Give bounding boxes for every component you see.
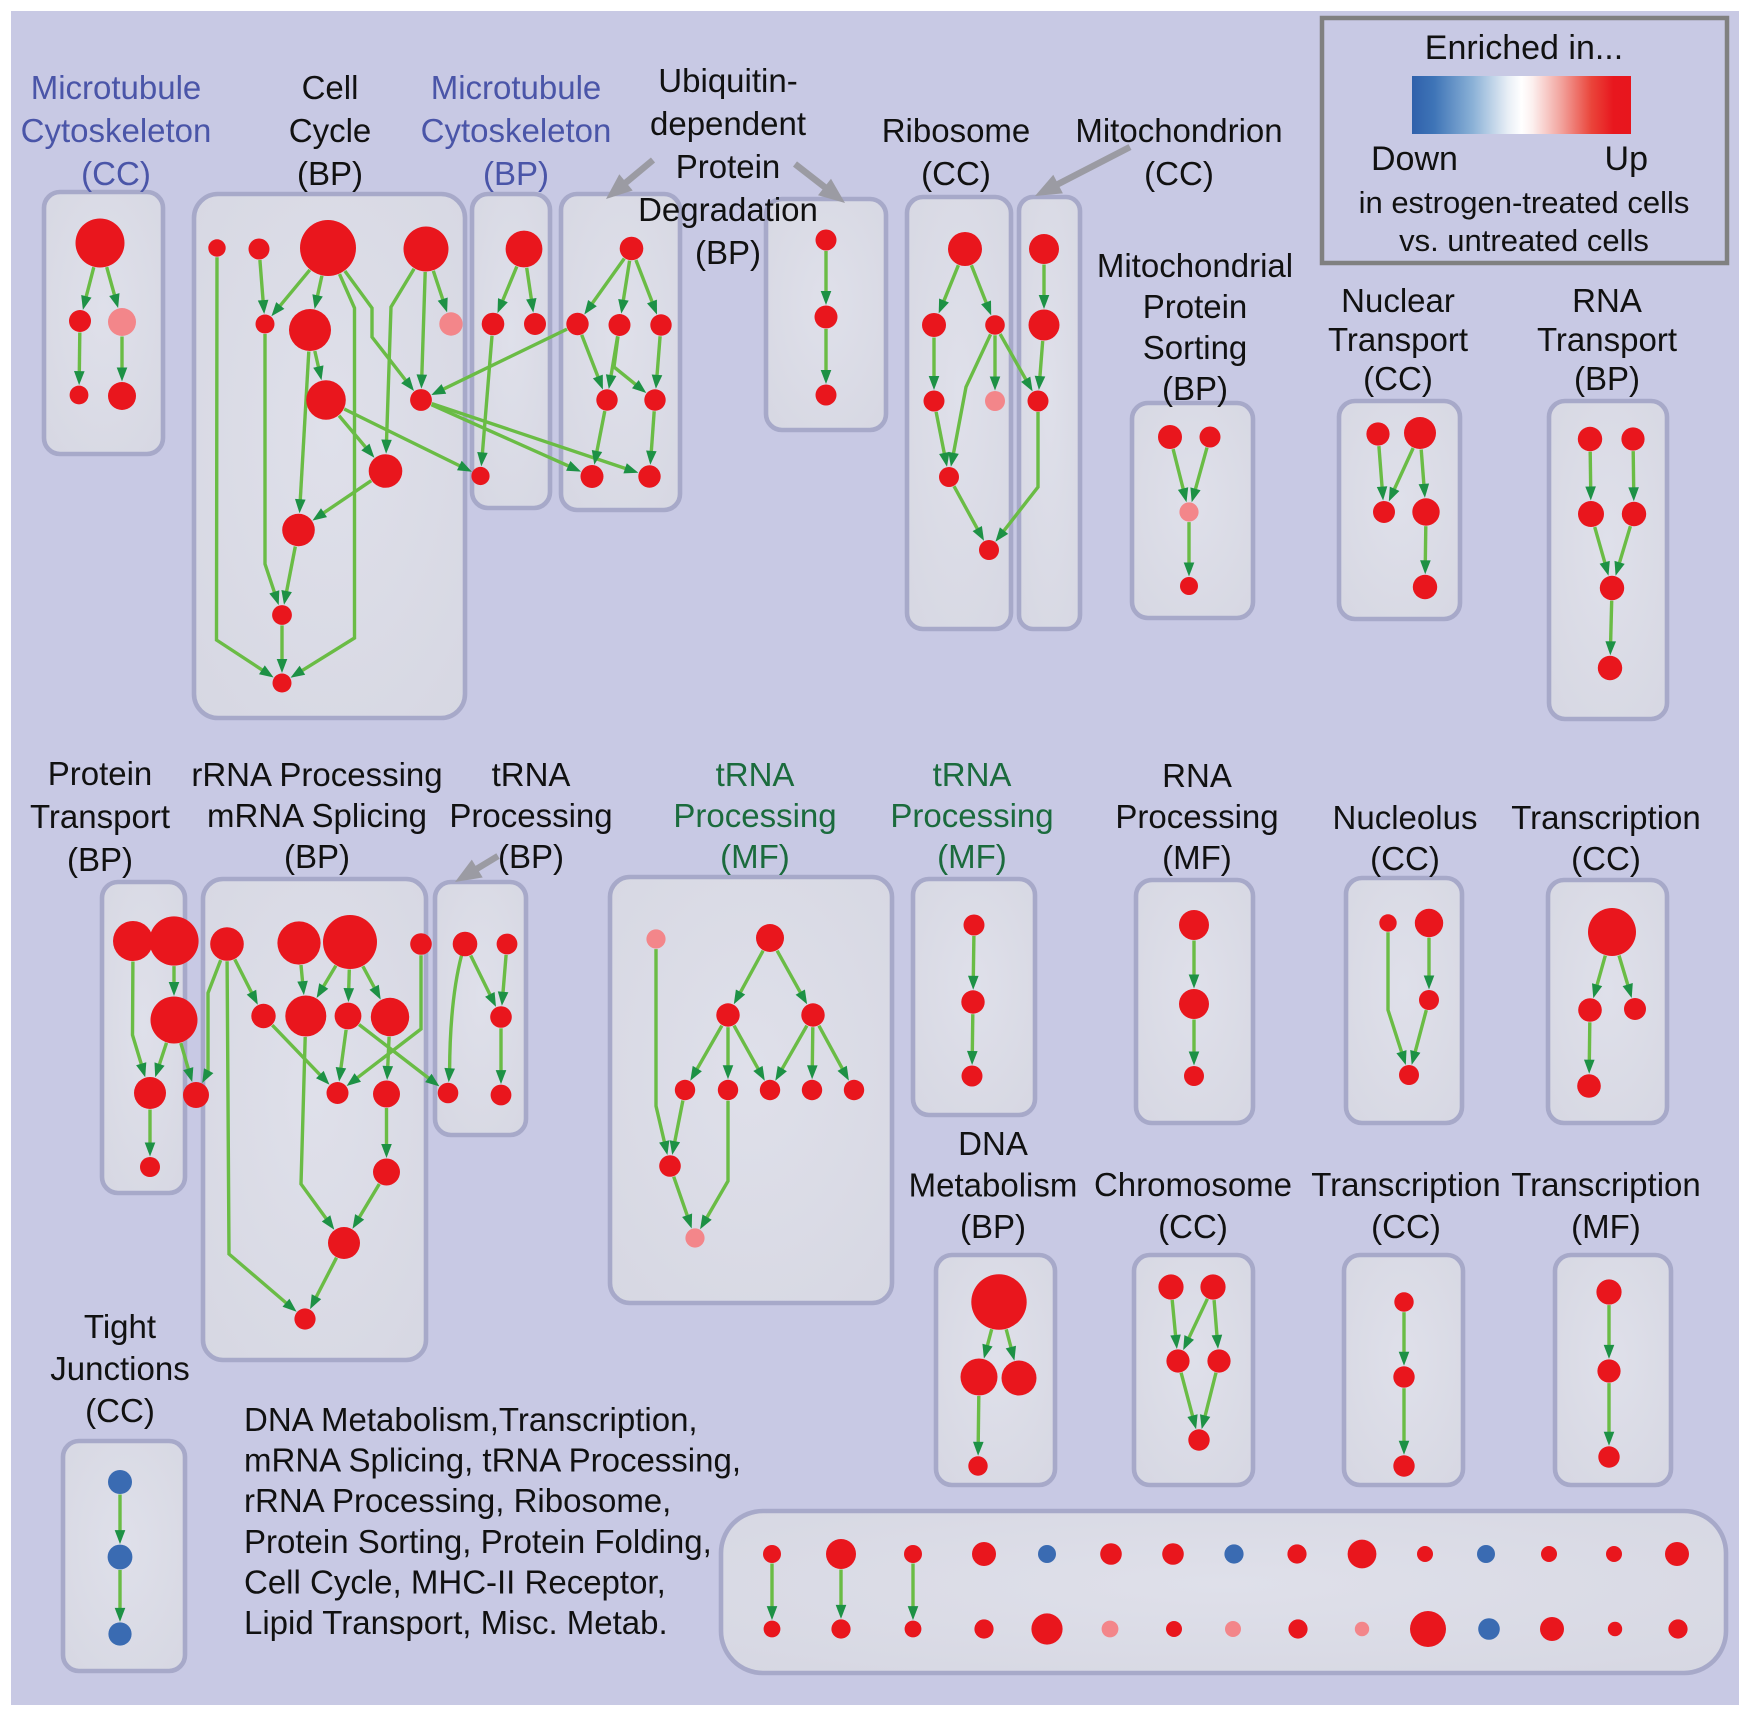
svg-text:vs. untreated cells: vs. untreated cells bbox=[1399, 223, 1649, 258]
svg-text:(MF): (MF) bbox=[720, 838, 790, 875]
svg-text:Enriched in...: Enriched in... bbox=[1425, 29, 1623, 67]
svg-text:Degradation: Degradation bbox=[638, 191, 818, 228]
svg-text:Transcription: Transcription bbox=[1511, 799, 1701, 836]
svg-text:Cell: Cell bbox=[302, 69, 359, 106]
svg-text:in estrogen-treated cells: in estrogen-treated cells bbox=[1359, 185, 1690, 220]
svg-text:(BP): (BP) bbox=[1574, 360, 1640, 397]
svg-text:(BP): (BP) bbox=[498, 838, 564, 875]
svg-text:Processing: Processing bbox=[890, 797, 1053, 834]
svg-text:Cytoskeleton: Cytoskeleton bbox=[421, 112, 612, 149]
svg-text:DNA Metabolism,Transcription,: DNA Metabolism,Transcription, bbox=[244, 1401, 698, 1438]
svg-text:Transport: Transport bbox=[1328, 321, 1468, 358]
svg-text:(MF): (MF) bbox=[1571, 1208, 1641, 1245]
svg-text:(CC): (CC) bbox=[1158, 1208, 1228, 1245]
svg-text:Sorting: Sorting bbox=[1143, 329, 1248, 366]
svg-text:Protein: Protein bbox=[48, 755, 153, 792]
svg-text:Lipid Transport, Misc. Metab.: Lipid Transport, Misc. Metab. bbox=[244, 1604, 668, 1641]
svg-text:Tight: Tight bbox=[84, 1308, 156, 1345]
svg-text:(CC): (CC) bbox=[1370, 840, 1440, 877]
svg-text:rRNA Processing, Ribosome,: rRNA Processing, Ribosome, bbox=[244, 1482, 671, 1519]
svg-text:mRNA Splicing: mRNA Splicing bbox=[207, 797, 427, 834]
svg-text:Transport: Transport bbox=[1537, 321, 1677, 358]
svg-text:(CC): (CC) bbox=[921, 155, 991, 192]
svg-text:Down: Down bbox=[1371, 140, 1458, 178]
svg-text:Processing: Processing bbox=[673, 797, 836, 834]
svg-text:Cell Cycle, MHC-II Receptor,: Cell Cycle, MHC-II Receptor, bbox=[244, 1563, 666, 1600]
svg-text:(BP): (BP) bbox=[1162, 370, 1228, 407]
svg-text:Cytoskeleton: Cytoskeleton bbox=[21, 112, 212, 149]
svg-text:(CC): (CC) bbox=[85, 1392, 155, 1429]
svg-text:Protein: Protein bbox=[1143, 288, 1248, 325]
svg-text:(CC): (CC) bbox=[1571, 840, 1641, 877]
svg-text:tRNA: tRNA bbox=[716, 756, 795, 793]
svg-text:(BP): (BP) bbox=[297, 155, 363, 192]
svg-text:tRNA: tRNA bbox=[933, 756, 1012, 793]
svg-text:Ribosome: Ribosome bbox=[882, 112, 1031, 149]
svg-text:Transcription: Transcription bbox=[1311, 1166, 1501, 1203]
svg-text:Nucleolus: Nucleolus bbox=[1333, 799, 1478, 836]
svg-text:Protein Sorting, Protein Foldi: Protein Sorting, Protein Folding, bbox=[244, 1523, 712, 1560]
svg-text:Protein: Protein bbox=[676, 148, 781, 185]
svg-text:(BP): (BP) bbox=[960, 1208, 1026, 1245]
svg-text:DNA: DNA bbox=[958, 1125, 1028, 1162]
svg-text:Processing: Processing bbox=[449, 797, 612, 834]
svg-text:(CC): (CC) bbox=[1363, 360, 1433, 397]
svg-text:Mitochondrion: Mitochondrion bbox=[1075, 112, 1282, 149]
svg-text:Microtubule: Microtubule bbox=[31, 69, 202, 106]
svg-text:(CC): (CC) bbox=[81, 155, 151, 192]
svg-text:(MF): (MF) bbox=[1162, 839, 1232, 876]
svg-text:RNA: RNA bbox=[1572, 282, 1642, 319]
svg-text:Processing: Processing bbox=[1115, 798, 1278, 835]
svg-text:Junctions: Junctions bbox=[50, 1350, 189, 1387]
svg-text:(BP): (BP) bbox=[284, 838, 350, 875]
svg-text:(BP): (BP) bbox=[483, 155, 549, 192]
svg-text:(CC): (CC) bbox=[1371, 1208, 1441, 1245]
svg-text:Ubiquitin-: Ubiquitin- bbox=[658, 62, 797, 99]
svg-text:rRNA Processing: rRNA Processing bbox=[191, 756, 442, 793]
svg-text:(MF): (MF) bbox=[937, 838, 1007, 875]
svg-text:Microtubule: Microtubule bbox=[431, 69, 602, 106]
svg-text:dependent: dependent bbox=[650, 105, 806, 142]
svg-text:Chromosome: Chromosome bbox=[1094, 1166, 1292, 1203]
svg-text:mRNA Splicing, tRNA Processing: mRNA Splicing, tRNA Processing, bbox=[244, 1442, 741, 1479]
svg-text:Cycle: Cycle bbox=[289, 112, 372, 149]
svg-text:Nuclear: Nuclear bbox=[1341, 282, 1455, 319]
svg-text:(BP): (BP) bbox=[67, 841, 133, 878]
svg-text:Mitochondrial: Mitochondrial bbox=[1097, 247, 1293, 284]
svg-text:(CC): (CC) bbox=[1144, 155, 1214, 192]
svg-text:tRNA: tRNA bbox=[492, 756, 571, 793]
svg-text:Transport: Transport bbox=[30, 798, 170, 835]
svg-text:Transcription: Transcription bbox=[1511, 1166, 1701, 1203]
svg-text:(BP): (BP) bbox=[695, 234, 761, 271]
svg-text:Metabolism: Metabolism bbox=[909, 1167, 1078, 1204]
svg-text:RNA: RNA bbox=[1162, 757, 1232, 794]
svg-text:Up: Up bbox=[1605, 140, 1648, 178]
